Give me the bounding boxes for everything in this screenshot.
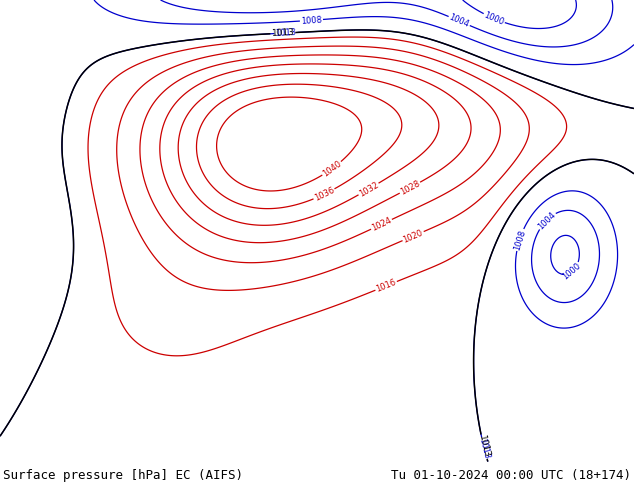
Text: Surface pressure [hPa] EC (AIFS): Surface pressure [hPa] EC (AIFS): [3, 469, 243, 482]
Text: 1008: 1008: [512, 228, 527, 251]
Text: 1004: 1004: [536, 210, 557, 231]
Text: Tu 01-10-2024 00:00 UTC (18+174): Tu 01-10-2024 00:00 UTC (18+174): [391, 469, 631, 482]
Text: 1028: 1028: [399, 179, 422, 196]
Text: 1000: 1000: [482, 10, 505, 27]
Text: 1036: 1036: [313, 186, 335, 203]
Text: 1032: 1032: [357, 180, 380, 198]
Text: 1013: 1013: [275, 28, 297, 38]
Text: 1013: 1013: [271, 28, 295, 38]
Text: 1013: 1013: [477, 435, 491, 459]
Text: 1020: 1020: [402, 228, 425, 245]
Text: 1016: 1016: [375, 278, 398, 294]
Text: 1013: 1013: [477, 437, 491, 460]
Text: 1000: 1000: [561, 261, 583, 282]
Text: 1004: 1004: [448, 13, 470, 29]
Text: 1008: 1008: [301, 15, 322, 25]
Text: 1040: 1040: [321, 159, 343, 178]
Text: 1024: 1024: [370, 216, 393, 233]
